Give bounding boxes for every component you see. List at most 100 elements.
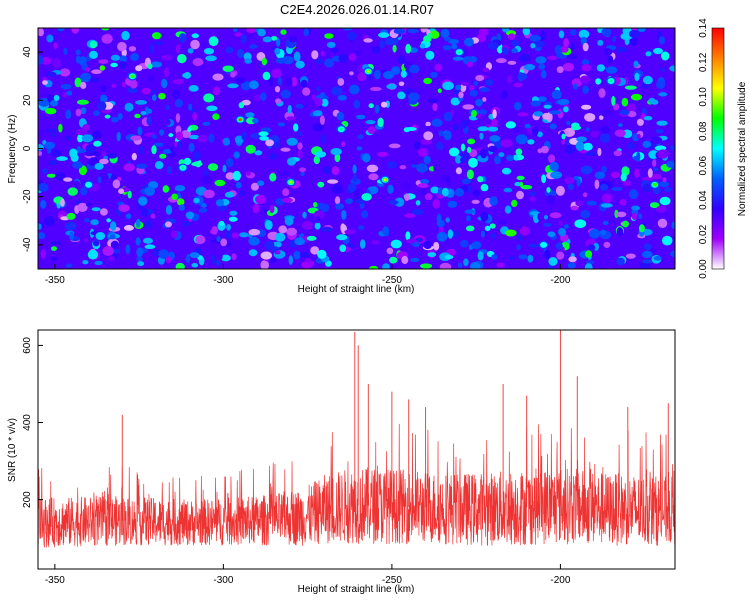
heatmap-cell — [327, 179, 339, 184]
heatmap-cell — [391, 66, 401, 75]
heatmap-cell — [361, 210, 369, 219]
heatmap-cell — [104, 114, 111, 119]
heatmap-cell — [436, 213, 442, 224]
heatmap-cell — [567, 262, 576, 269]
heatmap-cell — [353, 99, 361, 109]
heatmap-cell — [40, 93, 48, 99]
heatmap-cell — [560, 45, 569, 53]
heatmap-cell — [191, 161, 203, 167]
heatmap-cell — [96, 86, 102, 92]
heatmap-cell — [367, 126, 376, 134]
heatmap-cell — [171, 193, 178, 200]
heatmap-cell — [567, 54, 578, 60]
heatmap-cell — [181, 130, 192, 138]
heatmap-cell — [335, 203, 345, 210]
heatmap-cell — [334, 196, 341, 205]
colorbar-tick-label: 0.14 — [698, 18, 709, 38]
heatmap-cell — [158, 93, 166, 100]
heatmap-cell — [355, 114, 366, 120]
heatmap-cell — [215, 199, 225, 207]
heatmap-cell — [411, 209, 424, 216]
heatmap-cell — [585, 127, 590, 132]
heatmap-cell — [286, 157, 297, 166]
heatmap-cell — [370, 186, 379, 194]
heatmap-cell — [225, 172, 235, 180]
heatmap-cell — [628, 30, 641, 38]
heatmap-cell — [170, 230, 178, 239]
heatmap-cell — [404, 193, 410, 201]
heatmap-cell — [143, 237, 153, 244]
heatmap-cell — [407, 28, 419, 34]
heatmap-cell — [547, 55, 557, 61]
heatmap-cell — [482, 67, 490, 73]
heatmap-cell — [540, 69, 547, 79]
heatmap-cell — [643, 116, 653, 121]
heatmap-cell — [383, 70, 395, 80]
heatmap-cell — [496, 262, 505, 268]
heatmap-cell — [77, 202, 88, 212]
heatmap-cell — [656, 205, 667, 213]
snr-peaks — [121, 330, 669, 521]
heatmap-cell — [128, 46, 137, 52]
heatmap-cell — [397, 55, 406, 65]
heatmap-cell — [56, 156, 68, 161]
heatmap-cell — [388, 200, 399, 205]
heatmap-cell — [152, 41, 164, 46]
heatmap-cell — [144, 186, 155, 197]
heatmap-cell — [245, 32, 258, 38]
heatmap-cell — [282, 197, 293, 203]
heatmap-cell — [414, 141, 421, 150]
heatmap-cell — [659, 196, 671, 206]
heatmap-cell — [147, 75, 155, 82]
heatmap-cell — [175, 131, 184, 141]
heatmap-cell — [218, 220, 225, 226]
heatmap-cell — [314, 222, 321, 230]
heatmap-cell — [239, 190, 246, 197]
heatmap-cell — [642, 75, 653, 85]
snr-x-tick-label: -250 — [382, 575, 402, 586]
heatmap-cell — [662, 177, 667, 183]
heatmap-cell — [503, 187, 513, 193]
heatmap-cell — [450, 97, 460, 106]
heatmap-cell — [546, 195, 555, 205]
heatmap-cell — [260, 251, 273, 260]
heatmap-cell — [528, 243, 540, 248]
heatmap-cell — [626, 103, 636, 113]
heatmap-cell — [401, 255, 409, 265]
heatmap-cell — [215, 260, 221, 266]
heatmap-cell — [331, 184, 343, 195]
heatmap-cell — [627, 111, 637, 118]
heatmap-cell — [376, 151, 389, 157]
heatmap-cell — [254, 94, 262, 101]
heatmap-cell — [420, 178, 430, 185]
heatmap-cell — [127, 87, 138, 94]
heatmap-cell — [436, 231, 448, 242]
heatmap-cell — [584, 263, 593, 269]
heatmap-cell — [79, 187, 88, 196]
heatmap-cell — [445, 217, 451, 223]
heatmap-cell — [357, 225, 365, 230]
heatmap-cell — [357, 72, 367, 82]
heatmap-cell — [202, 121, 211, 126]
heatmap-cell — [89, 40, 98, 49]
heatmap-cell — [571, 125, 581, 131]
heatmap-cell — [322, 165, 332, 175]
heatmap-cell — [275, 98, 282, 104]
heatmap-cell — [38, 28, 44, 37]
heatmap-cell — [101, 34, 113, 44]
heatmap-cell — [382, 226, 390, 236]
heatmap-cell — [585, 151, 598, 156]
heatmap-cell — [527, 139, 535, 145]
heatmap-cell — [235, 182, 242, 189]
heatmap-cell — [368, 173, 379, 181]
heatmap-cell — [248, 228, 261, 236]
heatmap-cell — [434, 63, 443, 72]
heatmap-cell — [423, 240, 432, 250]
heatmap-cell — [100, 208, 108, 216]
heatmap-cell — [225, 157, 234, 168]
heatmap-hotspot — [383, 178, 387, 182]
heatmap-cell — [555, 242, 563, 250]
heatmap-y-tick-label: 40 — [22, 46, 33, 58]
heatmap-cell — [408, 92, 420, 102]
heatmap-cell — [564, 145, 576, 155]
